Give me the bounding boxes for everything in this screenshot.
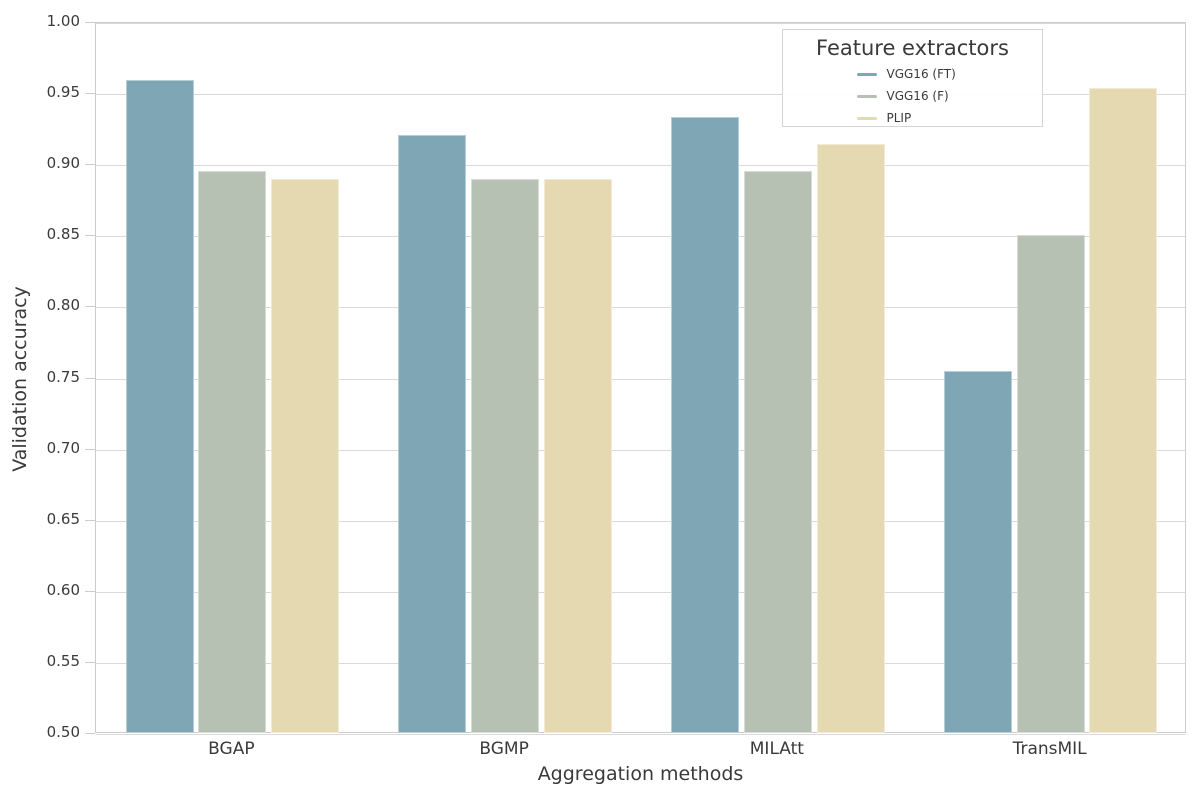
x-tick-label-bgmp: BGMP <box>479 739 529 759</box>
y-tick-label: 0.60 <box>46 580 80 599</box>
legend-item-label: PLIP <box>886 111 912 125</box>
bar-transmil-vgg16-f <box>1016 234 1085 733</box>
gridline <box>96 520 1185 522</box>
y-tick-mark <box>85 22 95 23</box>
y-tick-mark <box>85 590 95 592</box>
y-tick-label: 0.95 <box>46 83 80 102</box>
y-tick-mark <box>85 306 95 308</box>
y-tick-mark <box>85 235 95 237</box>
legend-title: Feature extractors <box>816 36 1009 60</box>
y-tick-mark <box>85 164 95 166</box>
gridline <box>96 449 1185 451</box>
gridline <box>96 307 1185 309</box>
x-tick-label-transmil: TransMIL <box>1012 739 1087 759</box>
y-tick-label: 1.00 <box>46 12 80 30</box>
gridline <box>96 591 1185 593</box>
x-axis-title: Aggregation methods <box>537 763 744 785</box>
bar-bgmp-vgg16-f <box>471 179 540 733</box>
bar-milatt-vgg16-ft <box>671 116 740 733</box>
bar-transmil-plip <box>1089 88 1158 733</box>
y-tick-label: 0.90 <box>46 154 80 173</box>
y-tick-label: 0.85 <box>46 225 80 244</box>
legend-items: VGG16 (FT) VGG16 (F) PLIP <box>856 63 969 129</box>
legend-item: PLIP <box>856 107 969 129</box>
bar-milatt-vgg16-f <box>743 170 812 733</box>
y-tick-mark <box>85 519 95 521</box>
y-tick-mark <box>85 377 95 379</box>
bar-transmil-vgg16-ft <box>943 371 1012 733</box>
gridline <box>96 236 1185 238</box>
y-tick-label: 0.75 <box>46 367 80 386</box>
bar-bgap-plip <box>271 179 340 733</box>
y-tick-mark <box>85 733 95 734</box>
y-tick-label: 0.50 <box>46 723 80 741</box>
legend-item: VGG16 (F) <box>856 85 969 107</box>
y-axis-title: Validation accuracy <box>9 286 31 472</box>
gridline <box>96 94 1185 96</box>
gridline <box>96 23 1185 24</box>
bar-bgap-vgg16-ft <box>125 79 194 733</box>
bar-milatt-plip <box>816 143 885 733</box>
y-tick-mark <box>85 93 95 95</box>
legend-item: VGG16 (FT) <box>856 63 969 85</box>
plot-area <box>95 22 1186 735</box>
gridline <box>96 165 1185 167</box>
gridline <box>96 662 1185 664</box>
legend-item-label: VGG16 (F) <box>886 89 949 103</box>
y-tick-label: 0.55 <box>46 651 80 670</box>
y-tick-label: 0.80 <box>46 296 80 315</box>
y-tick-label: 0.65 <box>46 509 80 528</box>
y-tick-label: 0.70 <box>46 438 80 457</box>
bar-bgap-vgg16-f <box>198 170 267 733</box>
legend-swatch-icon <box>856 94 877 98</box>
y-tick-mark <box>85 661 95 663</box>
legend-item-label: VGG16 (FT) <box>886 67 956 81</box>
y-tick-mark <box>85 448 95 450</box>
bar-bgmp-vgg16-ft <box>398 135 467 733</box>
legend-swatch-icon <box>856 116 877 120</box>
gridline <box>96 378 1185 380</box>
legend: Feature extractors VGG16 (FT) VGG16 (F) PL… <box>782 29 1043 127</box>
gridline <box>96 734 1185 735</box>
legend-swatch-icon <box>856 72 877 76</box>
bar-bgmp-plip <box>543 179 612 733</box>
x-tick-label-milatt: MILAtt <box>749 739 804 759</box>
x-tick-label-bgap: BGAP <box>208 739 255 759</box>
